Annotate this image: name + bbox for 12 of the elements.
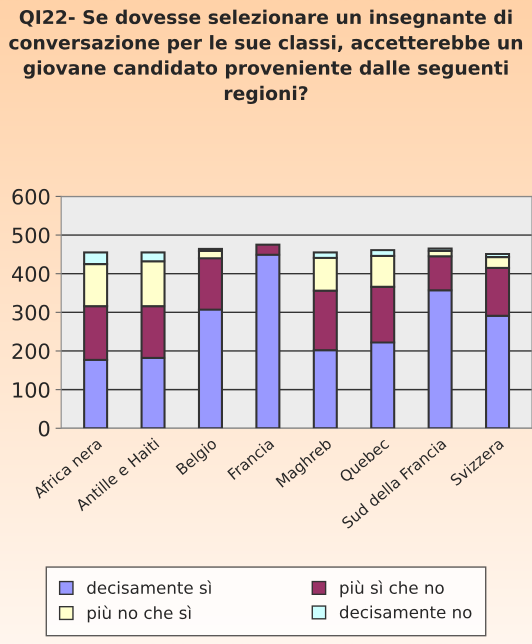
legend-label: decisamente sì — [87, 580, 212, 594]
y-tick-label: 300 — [12, 304, 50, 321]
y-tick-label: 100 — [13, 382, 50, 398]
legend-label: decisamente no — [340, 606, 472, 618]
chart-title: QI22- Se dovesse selezionare un insegnante di conversazione per le sue classi, accetterebbe un giovane candidato proveniente dalle seguenti regioni? — [9, 10, 522, 104]
legend-label: più sì che no — [340, 580, 444, 598]
legend-label: più no che sì — [88, 606, 191, 622]
y-tick-label: 400 — [12, 266, 50, 282]
y-tick-label: 600 — [12, 188, 50, 205]
y-tick-label: 500 — [12, 228, 50, 244]
y-tick-label: 200 — [12, 343, 50, 360]
y-tick-label: 0 — [38, 420, 50, 436]
